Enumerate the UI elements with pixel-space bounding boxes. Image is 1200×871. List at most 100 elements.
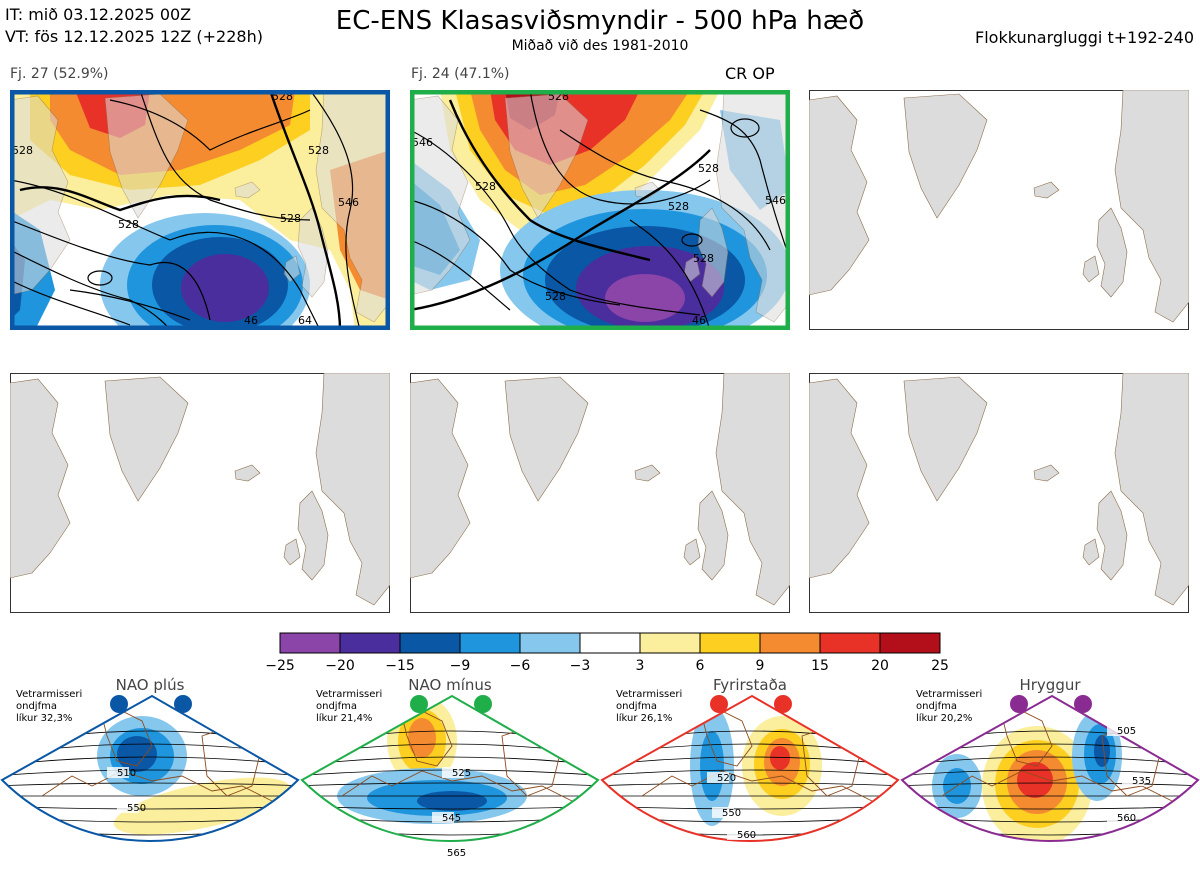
cluster-2-label: Fj. 24 (47.1%) xyxy=(411,66,510,82)
regime-info-line: Vetrarmisseri xyxy=(916,689,982,700)
empty-map-panel-6 xyxy=(809,373,1189,613)
control-operational-label: CR OP xyxy=(725,64,775,83)
page-subtitle: Miðað við des 1981-2010 xyxy=(511,38,689,54)
colorbar-tick-label: 3 xyxy=(636,658,645,674)
regime-marker xyxy=(774,695,792,713)
regime-sector-outline xyxy=(600,694,900,843)
colorbar-segment xyxy=(699,632,761,654)
colorbar-segment xyxy=(579,632,641,654)
p2-contour-label-7: 46 xyxy=(692,314,706,327)
regime-title: NAO plús xyxy=(116,676,185,694)
regime-title: Hryggur xyxy=(1019,676,1081,694)
regime-marker xyxy=(474,695,492,713)
empty-map-panel-5 xyxy=(410,373,790,613)
p2-contour-label-2: 528 xyxy=(475,180,496,193)
regime-sector-outline xyxy=(900,694,1200,843)
regime-marker xyxy=(174,695,192,713)
empty-map-panel-3 xyxy=(809,90,1189,330)
regime-title: NAO mínus xyxy=(408,676,492,694)
cluster-2-height-contours xyxy=(410,90,790,330)
cluster-1-frame xyxy=(10,90,390,330)
p1-contour-label-9: 528 xyxy=(308,144,329,157)
p1-contour-label-2: 528 xyxy=(118,218,139,231)
cluster-2-map: 528 528 528 528 528 546 46 528 546 xyxy=(410,90,790,330)
p1-contour-label-4: 528 xyxy=(280,212,301,225)
issue-time-line: IT: mið 03.12.2025 00Z xyxy=(5,5,192,24)
colorbar-tick-label: 15 xyxy=(811,658,829,674)
regime-contour-label: 560 xyxy=(1117,813,1136,824)
colorbar-tick-label: −15 xyxy=(385,658,415,674)
regime-info-line: Vetrarmisseri xyxy=(16,689,82,700)
colorbar-segment xyxy=(339,632,401,654)
p2-contour-label-5: 528 xyxy=(693,252,714,265)
regime-panel: 510 550 NAO plús Vetrarmisseriondjfmalíkur … xyxy=(0,676,300,843)
colorbar-segment xyxy=(279,632,341,654)
colorbar-tick-label: −20 xyxy=(325,658,355,674)
p1-contour-label-7: 64 xyxy=(298,314,312,327)
colorbar-segment xyxy=(639,632,701,654)
colorbar-tick-label: −9 xyxy=(450,658,471,674)
regime-title: Fyrirstaða xyxy=(713,676,787,694)
regime-info-line: líkur 21,4% xyxy=(316,712,372,724)
regime-info-line: Vetrarmisseri xyxy=(616,689,682,700)
cluster-1-height-contours xyxy=(10,90,361,330)
regime-contour-label: 560 xyxy=(737,830,756,841)
p1-contour-label-3: 546 xyxy=(338,196,359,209)
p2-contour-label-3: 528 xyxy=(698,162,719,175)
regime-contour-label: 510 xyxy=(117,768,136,779)
p2-contour-label-4: 528 xyxy=(668,200,689,213)
regime-contour-label: 535 xyxy=(1132,776,1151,787)
regime-marker xyxy=(110,695,128,713)
colorbar-segment xyxy=(459,632,521,654)
regime-contour-label: 505 xyxy=(1117,726,1136,737)
regime-info-line: ondjfma xyxy=(316,701,357,712)
p1-contour-label-6: 46 xyxy=(244,314,258,327)
regime-info-line: líkur 32,3% xyxy=(16,712,72,724)
regime-contour-label: 550 xyxy=(127,803,146,814)
p2-contour-label-8: 528 xyxy=(545,290,566,303)
p1-contour-label-5: 528 xyxy=(12,144,33,157)
regime-marker xyxy=(710,695,728,713)
p2-contour-label-9: 546 xyxy=(412,136,433,149)
regime-marker xyxy=(410,695,428,713)
regime-contour-label: 525 xyxy=(452,768,471,779)
regime-info-line: líkur 26,1% xyxy=(616,712,672,724)
colorbar-tick-label: 25 xyxy=(931,658,949,674)
colorbar-tick-label: −25 xyxy=(265,658,295,674)
colorbar-segment xyxy=(759,632,821,654)
colorbar: −25 −20 −15 −9 −6 −3 3 6 9 15 20 25 xyxy=(265,632,949,674)
colorbar-tick-label: 9 xyxy=(756,658,765,674)
regime-marker xyxy=(1074,695,1092,713)
page-title: EC-ENS Klasasviðsmyndir - 500 hPa hæð xyxy=(335,6,865,36)
regime-contour-label: 565 xyxy=(447,848,466,859)
regime-info-line: Vetrarmisseri xyxy=(316,689,382,700)
colorbar-segment xyxy=(519,632,581,654)
regime-sector-outline xyxy=(300,694,600,843)
regime-info-line: ondjfma xyxy=(916,701,957,712)
regime-panel: 505 535 560 Hryggur Vetrarmisseriondjfmalíku… xyxy=(900,676,1200,843)
regime-contour-label: 550 xyxy=(722,808,741,819)
cluster-1-map: 528 528 546 528 528 46 64 520 528 xyxy=(10,90,390,330)
regime-contour-label: 545 xyxy=(442,813,461,824)
regime-marker xyxy=(1010,695,1028,713)
cluster-2-frame xyxy=(410,90,790,330)
regime-panel: 525 545 565 NAO mínus Vetrarmisseriondjfmalí… xyxy=(300,676,600,859)
colorbar-segment xyxy=(819,632,881,654)
colorbar-segment xyxy=(399,632,461,654)
classification-window: Flokkunargluggi t+192-240 xyxy=(975,28,1194,47)
colorbar-tick-label: 20 xyxy=(871,658,889,674)
cluster-1-label: Fj. 27 (52.9%) xyxy=(10,66,109,82)
p2-contour-label-6: 546 xyxy=(765,194,786,207)
empty-map-panel-4 xyxy=(10,373,390,613)
colorbar-tick-label: 6 xyxy=(696,658,705,674)
issue-time-block: IT: mið 03.12.2025 00Z VT: fös 12.12.202… xyxy=(5,4,263,48)
regime-info-line: ondjfma xyxy=(16,701,57,712)
regime-info-line: ondjfma xyxy=(616,701,657,712)
regime-contour-label: 520 xyxy=(717,773,736,784)
regime-info-line: líkur 20,2% xyxy=(916,712,972,724)
colorbar-segment xyxy=(879,632,941,654)
regime-sector-outline xyxy=(0,694,300,843)
valid-time-line: VT: fös 12.12.2025 12Z (+228h) xyxy=(5,27,263,46)
colorbar-tick-label: −3 xyxy=(570,658,591,674)
